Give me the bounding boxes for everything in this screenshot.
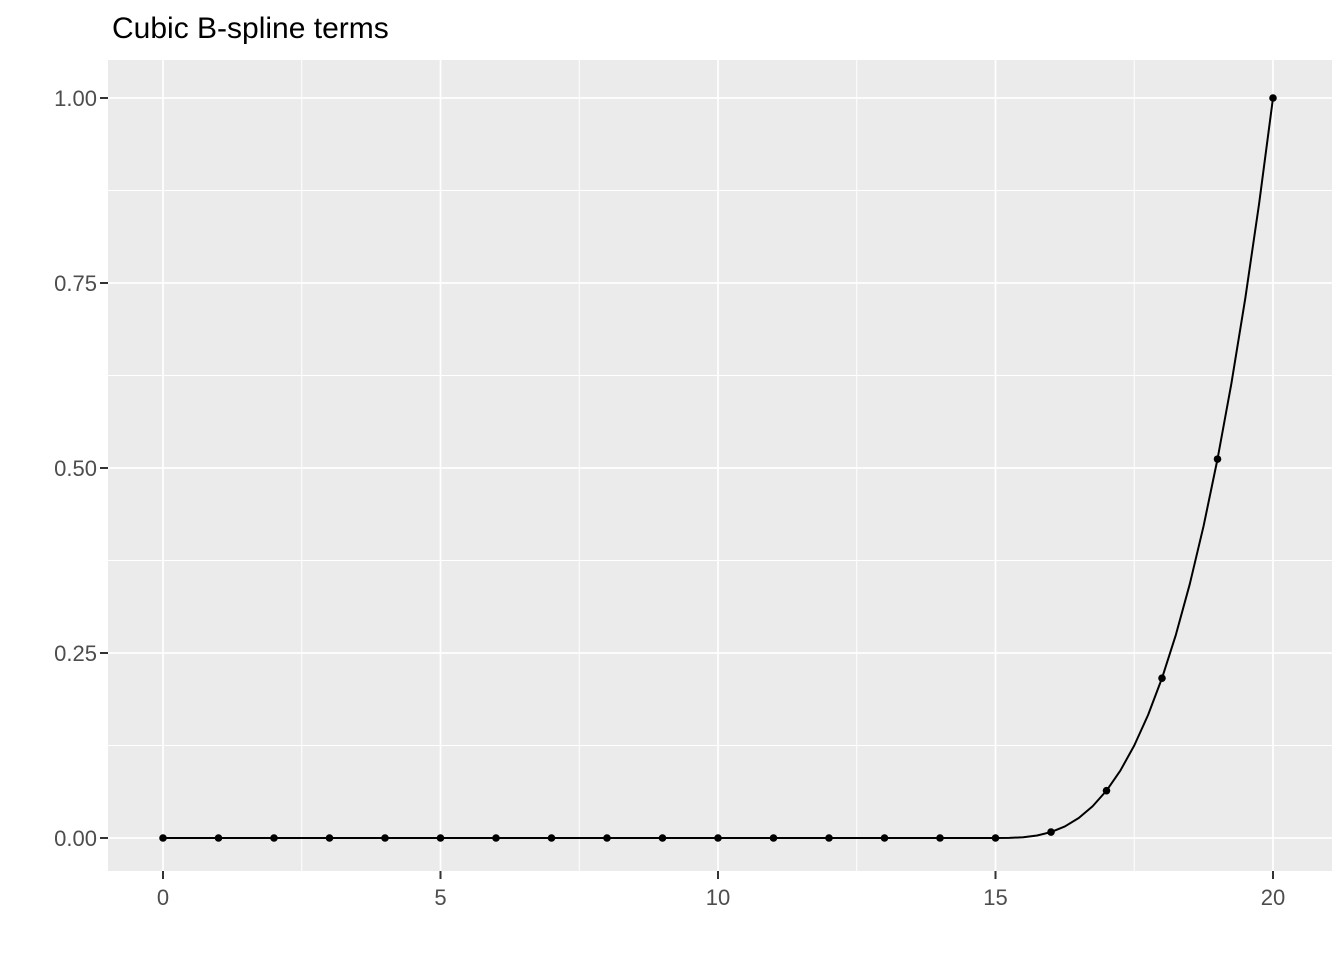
y-tick-label: 0.00 bbox=[54, 826, 97, 851]
data-point bbox=[492, 834, 500, 842]
data-point bbox=[270, 834, 278, 842]
panel-background bbox=[108, 60, 1332, 871]
data-point bbox=[1102, 786, 1111, 795]
data-point bbox=[1213, 455, 1222, 463]
data-point bbox=[880, 834, 889, 842]
data-point bbox=[436, 834, 445, 842]
x-tick-label: 10 bbox=[706, 885, 730, 910]
data-point bbox=[325, 834, 334, 842]
data-point bbox=[547, 834, 556, 842]
y-tick-label: 0.50 bbox=[54, 456, 97, 481]
data-point bbox=[214, 834, 223, 842]
x-tick-label: 5 bbox=[434, 885, 446, 910]
data-point bbox=[1158, 674, 1166, 682]
data-point bbox=[159, 834, 167, 842]
data-point bbox=[936, 834, 944, 842]
data-point bbox=[769, 834, 778, 842]
x-tick-label: 15 bbox=[983, 885, 1007, 910]
data-point bbox=[714, 834, 722, 842]
y-tick-label: 0.75 bbox=[54, 271, 97, 296]
data-point bbox=[381, 834, 389, 842]
data-point bbox=[825, 834, 833, 842]
data-point bbox=[991, 834, 1000, 842]
y-tick-label: 0.25 bbox=[54, 641, 97, 666]
data-point bbox=[1047, 828, 1055, 836]
chart-title: Cubic B-spline terms bbox=[112, 12, 389, 45]
x-tick-label: 0 bbox=[157, 885, 169, 910]
spline-curve bbox=[162, 97, 1274, 839]
x-tick-label: 20 bbox=[1261, 885, 1285, 910]
data-point bbox=[603, 834, 611, 842]
data-point bbox=[1269, 94, 1277, 102]
y-tick-label: 1.00 bbox=[54, 86, 97, 111]
data-point bbox=[658, 834, 667, 842]
